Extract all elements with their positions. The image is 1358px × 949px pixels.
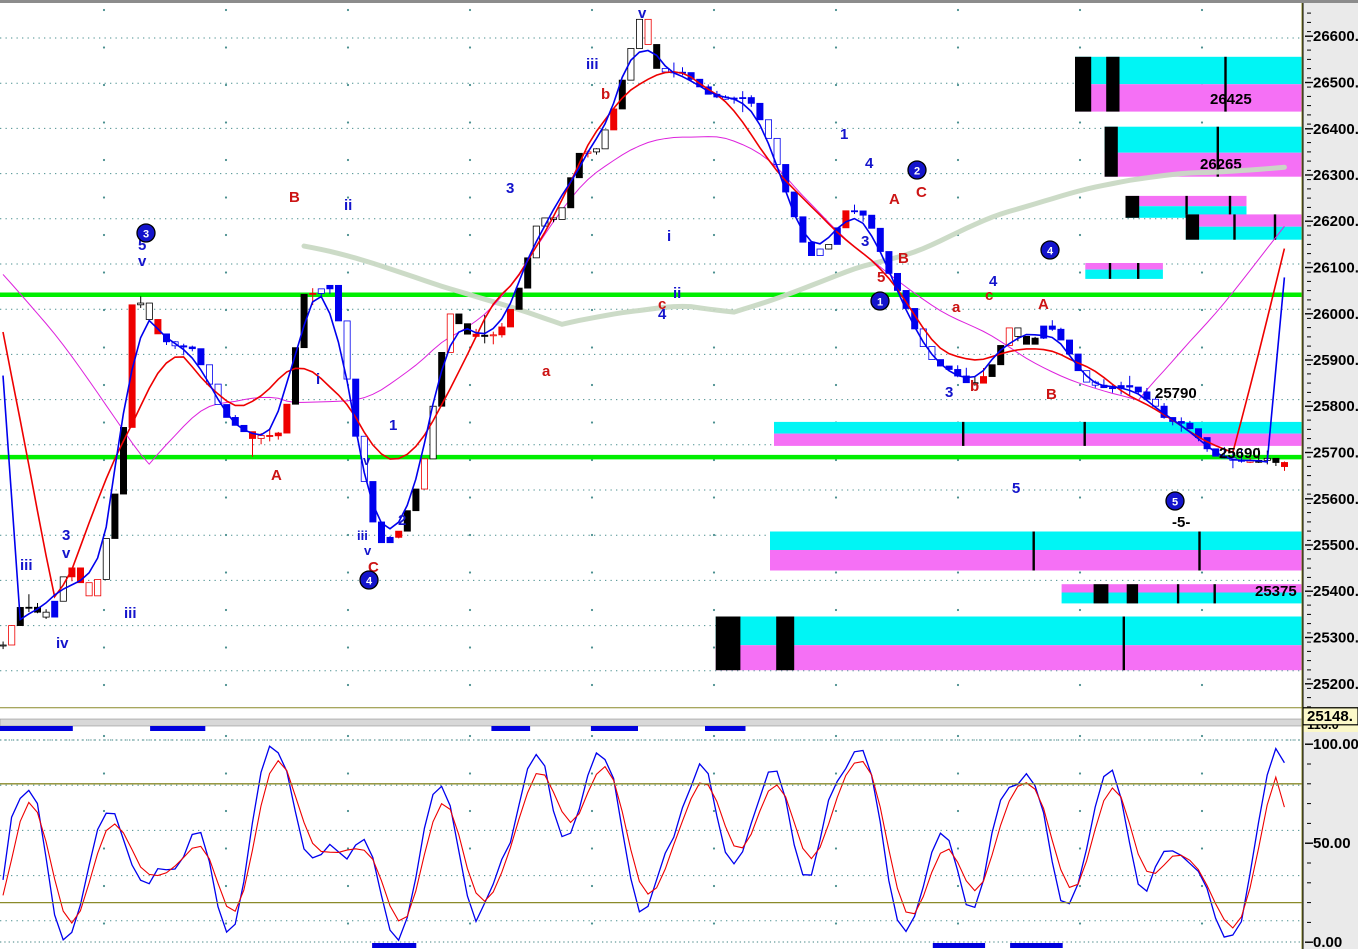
- svg-text:B: B: [1046, 386, 1057, 403]
- svg-text:25400.: 25400.: [1313, 583, 1358, 600]
- svg-text:-5-: -5-: [1172, 514, 1190, 531]
- svg-text:iv: iv: [56, 635, 69, 652]
- svg-text:1: 1: [877, 297, 883, 309]
- svg-text:i: i: [316, 371, 320, 388]
- svg-text:B: B: [289, 189, 300, 206]
- svg-text:3: 3: [506, 180, 514, 197]
- svg-text:v: v: [138, 253, 147, 270]
- svg-text:100.00: 100.00: [1313, 736, 1358, 753]
- svg-text:4: 4: [658, 306, 667, 323]
- svg-text:25700.: 25700.: [1313, 445, 1358, 462]
- svg-text:4: 4: [1047, 246, 1054, 258]
- svg-text:25900.: 25900.: [1313, 352, 1358, 369]
- svg-text:25500.: 25500.: [1313, 537, 1358, 554]
- svg-text:26300.: 26300.: [1313, 167, 1358, 184]
- svg-text:0.00: 0.00: [1313, 934, 1342, 949]
- svg-text:1: 1: [389, 417, 397, 434]
- svg-text:3: 3: [143, 229, 149, 241]
- svg-text:v: v: [364, 543, 372, 558]
- svg-text:26100.: 26100.: [1313, 260, 1358, 277]
- svg-text:3: 3: [861, 233, 869, 250]
- svg-text:v: v: [363, 453, 371, 468]
- svg-text:ii: ii: [344, 197, 352, 214]
- svg-text:2: 2: [398, 512, 406, 529]
- svg-text:b: b: [970, 378, 979, 395]
- svg-text:ii: ii: [673, 285, 681, 302]
- svg-text:4: 4: [865, 155, 874, 172]
- svg-text:v: v: [62, 545, 71, 562]
- svg-text:b: b: [601, 86, 610, 103]
- svg-text:26425: 26425: [1210, 91, 1252, 108]
- svg-text:5: 5: [1172, 497, 1178, 509]
- svg-text:a: a: [542, 363, 551, 380]
- svg-text:26500.: 26500.: [1313, 75, 1358, 92]
- svg-text:v: v: [638, 5, 647, 22]
- svg-text:25800.: 25800.: [1313, 398, 1358, 415]
- svg-text:iii: iii: [357, 528, 368, 543]
- svg-text:25300.: 25300.: [1313, 630, 1358, 647]
- svg-text:iii: iii: [586, 56, 599, 73]
- svg-text:4: 4: [366, 576, 373, 588]
- svg-text:B: B: [898, 250, 909, 267]
- svg-text:5: 5: [1012, 480, 1020, 497]
- svg-text:A: A: [271, 467, 282, 484]
- svg-text:5: 5: [877, 269, 885, 286]
- svg-text:3: 3: [945, 384, 953, 401]
- svg-text:iii: iii: [20, 557, 33, 574]
- svg-text:C: C: [916, 184, 927, 201]
- svg-text:25375: 25375: [1255, 583, 1297, 600]
- svg-text:1: 1: [840, 126, 848, 143]
- svg-text:A: A: [1038, 296, 1049, 313]
- svg-text:26600.: 26600.: [1313, 28, 1358, 45]
- svg-text:A: A: [889, 191, 900, 208]
- svg-text:2: 2: [914, 166, 920, 178]
- svg-text:iii: iii: [124, 605, 137, 622]
- svg-text:25600.: 25600.: [1313, 491, 1358, 508]
- svg-text:26400.: 26400.: [1313, 121, 1358, 138]
- svg-text:50.00: 50.00: [1313, 835, 1351, 852]
- svg-text:3: 3: [62, 527, 70, 544]
- svg-text:4: 4: [989, 273, 998, 290]
- svg-text:a: a: [952, 299, 961, 316]
- svg-text:25690: 25690: [1219, 445, 1261, 462]
- svg-text:26200.: 26200.: [1313, 213, 1358, 230]
- svg-text:26000.: 26000.: [1313, 306, 1358, 323]
- svg-text:25200.: 25200.: [1313, 676, 1358, 693]
- svg-text:i: i: [667, 228, 671, 245]
- svg-text:25148.: 25148.: [1307, 708, 1353, 725]
- svg-text:25790: 25790: [1155, 385, 1197, 402]
